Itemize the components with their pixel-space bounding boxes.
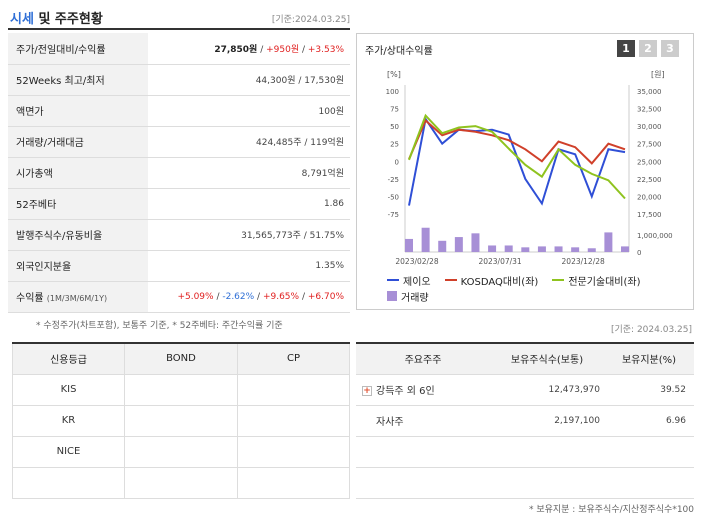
footnote-2: * 보유지분 : 보유주식수/지산정주식수*100 <box>528 505 694 515</box>
chart-tabs: 1 2 3 <box>617 40 679 57</box>
table-row: + 강득주 외 6인 12,473,970 39.52 <box>356 374 694 406</box>
y-tick-label-right: 25,000 <box>637 158 662 166</box>
chart-panel: 주가/상대수익률 1 2 3 [%] [원] 100 75 50 25 0 -25 -50 -75… <box>356 33 694 310</box>
chart-legend: 제이오 KOSDAQ대비(좌) 전문기술대비(좌) 거래량 <box>387 272 641 304</box>
chart-tab-2[interactable]: 2 <box>639 40 657 57</box>
volume-bar <box>405 238 413 252</box>
table-row <box>12 466 350 499</box>
x-tick-label: 2023/02/28 <box>395 257 438 266</box>
table-row: 거래량/거래대금 424,485주 / 119억원 <box>8 126 350 158</box>
volume-bar <box>537 246 546 252</box>
price-chart: [%] [원] 100 75 50 25 0 -25 -50 -75 35,000 32,500 30,… <box>386 70 673 266</box>
y-tick-label-left: 75 <box>390 106 399 114</box>
x-tick-label: 2023/07/31 <box>478 257 521 266</box>
price-change-pct: +3.53% <box>307 44 344 55</box>
legend-bar-icon <box>387 291 397 301</box>
reference-date: [기준:2024.03.25] <box>271 15 350 25</box>
volume-bar <box>621 246 629 252</box>
table-row: 52Weeks 최고/최저 44,300원 / 17,530원 <box>8 64 350 96</box>
footnote: * 수정주가(차트포함), 보통주 기준, * 52주베타: 주간수익률 기준 <box>36 321 283 331</box>
price-stats-table: 주가/전일대비/수익률 27,850원 / +950원 / +3.53% 52W… <box>8 33 350 313</box>
credit-rating-table: 신용등급 BOND CP KIS KR NICE <box>12 342 350 499</box>
y-tick-label-right: 35,000 <box>637 88 662 96</box>
table-row: 52주베타 1.86 <box>8 188 350 220</box>
reference-date-2: [기준: 2024.03.25] <box>610 325 692 335</box>
chart-tab-1[interactable]: 1 <box>617 40 635 57</box>
volume-bar <box>587 248 596 252</box>
y-tick-label-left: -25 <box>388 176 399 184</box>
right-axis-unit: [원] <box>651 70 665 79</box>
volume-bar <box>521 247 530 252</box>
table-row: KIS <box>12 373 350 406</box>
table-row: 수익률 (1M/3M/6M/1Y) +5.09% / -2.62% / +9.6… <box>8 281 350 313</box>
table-row: 외국인지분율 1.35% <box>8 250 350 282</box>
chart-tab-3[interactable]: 3 <box>661 40 679 57</box>
volume-tick-label: 1,000,000 <box>637 232 673 240</box>
left-axis-unit: [%] <box>387 70 401 79</box>
table-row: 발행주식수/유동비율 31,565,773주 / 51.75% <box>8 219 350 251</box>
volume-bar <box>438 240 447 252</box>
table-row <box>356 436 694 468</box>
volume-bar <box>571 247 580 252</box>
table-row <box>356 498 694 525</box>
table-row: KR <box>12 404 350 437</box>
table-row: NICE <box>12 435 350 468</box>
volume-bar <box>504 245 513 252</box>
table-row: 액면가 100원 <box>8 95 350 127</box>
y-tick-label-left: 0 <box>395 158 399 166</box>
y-tick-label-left: -50 <box>388 193 399 201</box>
expand-icon[interactable]: + <box>362 386 372 396</box>
y-tick-label-right: 32,500 <box>637 106 662 114</box>
y-tick-label-left: -75 <box>388 211 399 219</box>
table-row: 자사주 2,197,100 6.96 <box>356 405 694 437</box>
volume-bar <box>421 227 430 252</box>
table-row: 주가/전일대비/수익률 27,850원 / +950원 / +3.53% <box>8 33 350 65</box>
y-tick-label-right: 27,500 <box>637 141 662 149</box>
volume-tick-label: 0 <box>637 249 641 257</box>
volume-bar <box>554 246 563 252</box>
x-tick-label: 2023/12/28 <box>562 257 605 266</box>
y-tick-label-right: 22,500 <box>637 176 662 184</box>
major-shareholders-table: 주요주주 보유주식수(보통) 보유지분(%) + 강득주 외 6인 12,473,… <box>356 342 694 525</box>
volume-bar <box>488 245 497 252</box>
volume-bar <box>471 233 480 252</box>
y-tick-label-left: 100 <box>386 88 399 96</box>
y-tick-label-left: 50 <box>390 123 399 131</box>
volume-bar <box>604 232 613 252</box>
table-row: 시가총액 8,791억원 <box>8 157 350 189</box>
series-line <box>408 113 626 200</box>
legend-line-icon <box>387 279 399 281</box>
y-tick-label-left: 25 <box>390 141 399 149</box>
y-tick-label-right: 20,000 <box>637 193 662 201</box>
legend-line-icon <box>552 279 565 281</box>
legend-line-icon <box>444 279 457 281</box>
price-change: +950원 <box>266 44 300 55</box>
section-title: 시세 및 주주현황 <box>10 12 103 27</box>
y-tick-label-right: 17,500 <box>637 211 662 219</box>
y-tick-label-right: 30,000 <box>637 123 662 131</box>
series-line <box>408 118 626 165</box>
table-row <box>356 467 694 499</box>
chart-title: 주가/상대수익률 <box>365 46 433 57</box>
current-price: 27,850원 <box>214 44 258 55</box>
volume-bar <box>454 237 463 252</box>
section-header: 시세 및 주주현황 [기준:2024.03.25] <box>8 6 350 30</box>
